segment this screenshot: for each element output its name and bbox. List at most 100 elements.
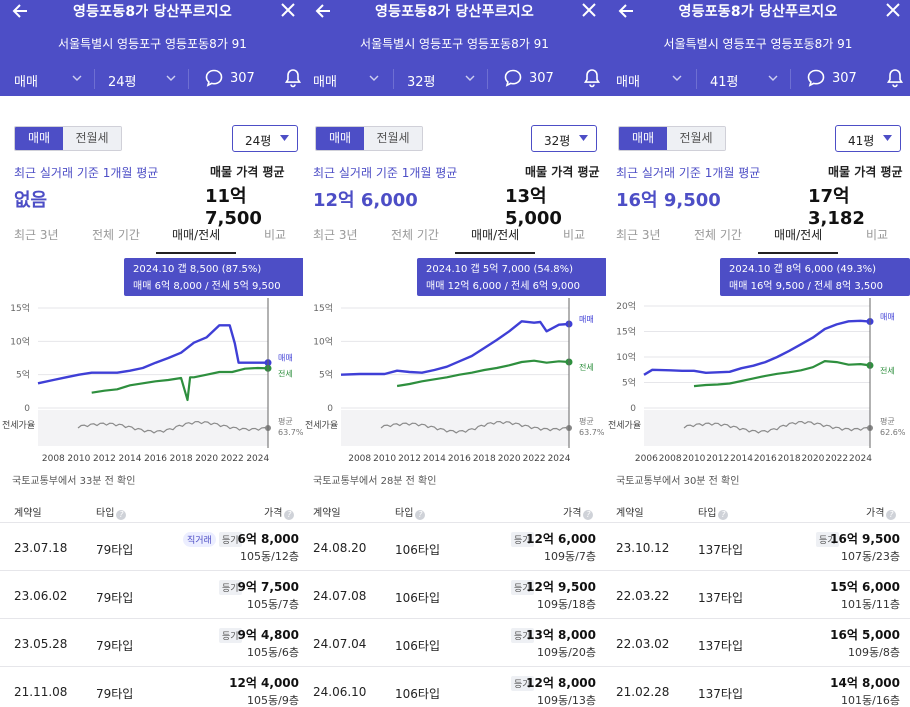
back-arrow-icon[interactable] <box>616 0 638 22</box>
table-row[interactable]: 23.10.12 137타입 등기 16억 9,500 107동/23층 <box>606 522 910 570</box>
listing-label: 매물 가격 평균 <box>210 165 285 179</box>
comment-count[interactable]: 307 <box>230 71 255 86</box>
size-dropdown-label: 32평 <box>544 134 571 148</box>
deal-floor: 109동/7층 <box>544 550 596 563</box>
deal-date: 24.06.10 <box>313 685 367 699</box>
comment-icon[interactable] <box>503 68 523 88</box>
chevron-down-icon <box>465 75 475 81</box>
help-icon[interactable]: ? <box>886 510 897 520</box>
size-dropdown[interactable]: 41평 <box>835 125 901 152</box>
bell-icon[interactable] <box>886 68 904 88</box>
table-row[interactable]: 22.03.02 137타입 16억 5,000 109동/8층 <box>606 618 910 666</box>
deal-type-select[interactable]: 매매 <box>616 75 640 90</box>
tooltip-line1: 2024.10 갭 5억 7,000 (54.8%) <box>426 263 573 275</box>
x-tick-label: 2010 <box>373 454 396 464</box>
page-title: 영등포동8가 당산푸르지오 <box>73 4 232 20</box>
tab-all-period[interactable]: 전체 기간 <box>391 228 439 242</box>
help-icon[interactable]: ? <box>415 510 426 520</box>
help-icon[interactable]: ? <box>583 510 594 520</box>
bell-icon[interactable] <box>583 68 601 88</box>
size-select[interactable]: 32평 <box>407 75 436 90</box>
deal-date: 23.05.28 <box>14 637 68 651</box>
x-tick-label: 2016 <box>754 454 777 464</box>
tab-3years[interactable]: 최근 3년 <box>14 228 59 242</box>
tab-3years[interactable]: 최근 3년 <box>616 228 661 242</box>
tab-sale[interactable]: 매매 <box>15 127 63 150</box>
back-arrow-icon[interactable] <box>313 0 335 22</box>
comment-count[interactable]: 307 <box>832 71 857 86</box>
period-tabs: 최근 3년 전체 기간 매매/전세 비교 <box>303 226 606 254</box>
table-row[interactable]: 22.03.22 137타입 15억 6,000 101동/11층 <box>606 570 910 618</box>
comment-count[interactable]: 307 <box>529 71 554 86</box>
close-icon[interactable] <box>884 1 902 19</box>
tab-rent[interactable]: 전월세 <box>63 127 121 150</box>
y-tick-label: 15억 <box>616 326 636 338</box>
deal-type: 137타입 <box>698 543 743 557</box>
help-icon[interactable]: ? <box>116 510 127 520</box>
deal-type-select[interactable]: 매매 <box>14 75 38 90</box>
recent-value: 12억 6,000 <box>313 190 418 211</box>
tab-compare[interactable]: 비교 <box>264 228 287 242</box>
tab-rent[interactable]: 전월세 <box>667 127 725 150</box>
close-icon[interactable] <box>580 1 598 19</box>
x-tick-label: 2024 <box>246 454 269 464</box>
comment-icon[interactable] <box>806 68 826 88</box>
deal-type: 106타입 <box>395 543 440 557</box>
deal-floor: 101동/16층 <box>841 694 900 707</box>
avg-ratio: 62.6% <box>880 428 906 437</box>
tab-sale[interactable]: 매매 <box>619 127 667 150</box>
tab-sale-jeonse[interactable]: 매매/전세 <box>471 228 520 242</box>
table-row[interactable]: 23.06.02 79타입 등기 9억 7,500 105동/7층 <box>0 570 305 618</box>
deal-price: 14억 8,000 <box>830 676 900 690</box>
table-row[interactable]: 24.08.20 106타입 등기 12억 6,000 109동/7층 <box>303 522 606 570</box>
x-tick-label: 2018 <box>778 454 801 464</box>
period-tabs: 최근 3년 전체 기간 매매/전세 비교 <box>0 226 305 254</box>
deal-type: 106타입 <box>395 687 440 701</box>
tab-all-period[interactable]: 전체 기간 <box>92 228 140 242</box>
tab-sale[interactable]: 매매 <box>316 127 364 150</box>
tab-compare[interactable]: 비교 <box>563 228 586 242</box>
comment-icon[interactable] <box>204 68 224 88</box>
table-row[interactable]: 24.07.04 106타입 등기 13억 8,000 109동/20층 <box>303 618 606 666</box>
size-select[interactable]: 24평 <box>108 75 137 90</box>
y-tick-label: 0 <box>327 404 333 414</box>
help-icon[interactable]: ? <box>284 510 295 520</box>
deal-date: 23.07.18 <box>14 541 68 555</box>
x-tick-label: 2018 <box>473 454 496 464</box>
table-row[interactable]: 24.07.08 106타입 등기 12억 9,500 109동/18층 <box>303 570 606 618</box>
size-dropdown[interactable]: 24평 <box>232 125 298 152</box>
back-arrow-icon[interactable] <box>10 0 32 22</box>
table-row[interactable]: 21.11.08 79타입 12억 4,000 105동/9층 <box>0 666 305 707</box>
deal-type-select[interactable]: 매매 <box>313 75 337 90</box>
size-dropdown[interactable]: 32평 <box>531 125 597 152</box>
deal-price: 16억 5,000 <box>830 628 900 642</box>
deal-floor: 105동/7층 <box>247 598 299 611</box>
deal-date: 24.07.08 <box>313 589 367 603</box>
tab-all-period[interactable]: 전체 기간 <box>694 228 742 242</box>
deal-type: 137타입 <box>698 687 743 701</box>
sale-series-label: 매매 <box>278 354 293 363</box>
help-icon[interactable]: ? <box>718 510 729 520</box>
tab-sale-jeonse[interactable]: 매매/전세 <box>172 228 221 242</box>
ratio-axis-label: 전세가율 <box>305 420 338 431</box>
close-icon[interactable] <box>279 1 297 19</box>
chevron-down-icon <box>72 75 82 81</box>
table-row[interactable]: 24.06.10 106타입 등기 12억 8,000 109동/13층 <box>303 666 606 707</box>
listing-label: 매물 가격 평균 <box>828 165 903 179</box>
table-row[interactable]: 21.02.28 137타입 14억 8,000 101동/16층 <box>606 666 910 707</box>
size-select[interactable]: 41평 <box>710 75 739 90</box>
bell-icon[interactable] <box>284 68 302 88</box>
tab-compare[interactable]: 비교 <box>866 228 889 242</box>
table-row[interactable]: 23.05.28 79타입 등기 9억 4,800 105동/6층 <box>0 618 305 666</box>
deal-type: 137타입 <box>698 591 743 605</box>
deal-price: 9억 7,500 <box>237 580 299 594</box>
tab-sale-jeonse[interactable]: 매매/전세 <box>774 228 823 242</box>
x-tick-label: 2012 <box>93 454 116 464</box>
listing-value: 11억 7,500 <box>205 186 262 229</box>
tab-rent[interactable]: 전월세 <box>364 127 422 150</box>
table-row[interactable]: 23.07.18 79타입 직거래 등기 6억 8,000 105동/12층 <box>0 522 305 570</box>
tab-3years[interactable]: 최근 3년 <box>313 228 358 242</box>
